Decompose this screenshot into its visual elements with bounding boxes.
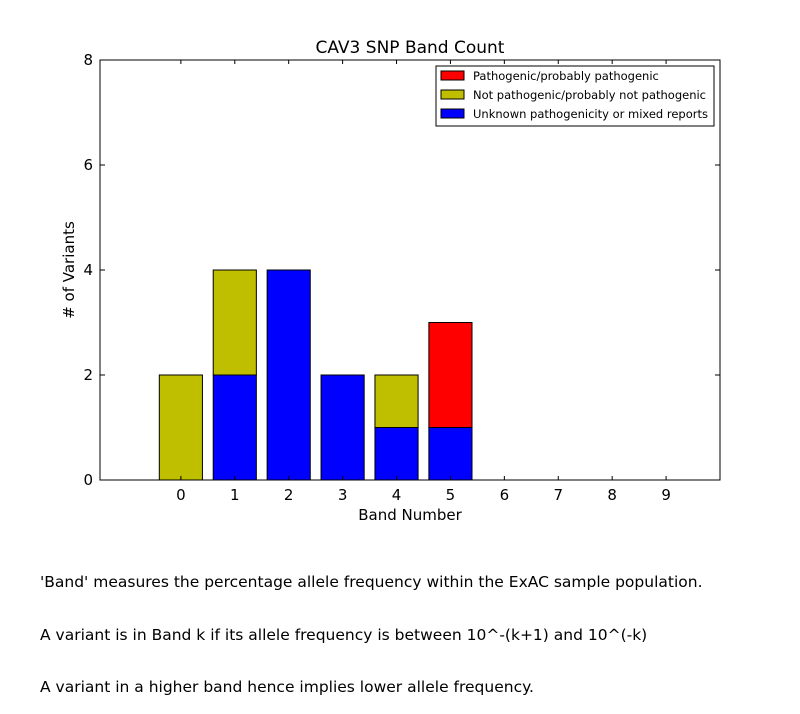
bar-band-2-series-0	[266, 269, 311, 481]
x-tick-label: 7	[553, 486, 563, 504]
y-axis-label: # of Variants	[60, 221, 78, 319]
bar-band-0-series-1	[158, 374, 203, 481]
y-tick-label: 4	[83, 261, 93, 279]
x-tick-label: 3	[338, 486, 348, 504]
y-tick-label: 6	[83, 156, 93, 174]
x-axis-label: Band Number	[358, 506, 462, 524]
chart-caption: 'Band' measures the percentage allele fr…	[40, 539, 703, 714]
legend-swatch	[440, 70, 465, 81]
caption-line-3: A variant in a higher band hence implies…	[40, 678, 534, 696]
x-tick-label: 1	[230, 486, 240, 504]
caption-line-1: 'Band' measures the percentage allele fr…	[40, 573, 703, 591]
legend-swatch	[440, 89, 465, 100]
bar-band-3-series-0	[320, 374, 365, 481]
y-tick-label: 0	[83, 471, 93, 489]
x-tick-label: 4	[392, 486, 402, 504]
x-tick-label: 5	[446, 486, 456, 504]
legend-swatch	[440, 108, 465, 119]
legend-label: Not pathogenic/probably not pathogenic	[473, 88, 706, 102]
legend-label: Unknown pathogenicity or mixed reports	[473, 107, 708, 121]
bar-band-4-series-1	[374, 374, 419, 428]
band-count-chart: 0 1 2 3 4 5 6 7 8 9 0 2 4 6 8 CAV3 SNP Band Count Band…	[60, 38, 721, 524]
chart-title: CAV3 SNP Band Count	[316, 38, 505, 58]
legend-box	[435, 65, 715, 127]
x-tick-label: 6	[500, 486, 510, 504]
bar-band-4-series-0	[374, 427, 419, 481]
caption-line-2: A variant is in Band k if its allele fre…	[40, 625, 648, 644]
y-tick-label: 8	[83, 51, 93, 69]
x-tick-label: 0	[176, 486, 186, 504]
x-tick-label: 9	[661, 486, 671, 504]
bar-band-1-series-1	[212, 269, 257, 376]
x-tick-label: 8	[607, 486, 617, 504]
legend: Pathogenic/probably pathogenic Not pathog…	[435, 65, 715, 127]
x-tick-label: 2	[284, 486, 294, 504]
y-tick-label: 2	[83, 366, 93, 384]
bar-band-1-series-0	[212, 374, 257, 481]
bar-band-5-series-2	[428, 322, 473, 428]
legend-label: Pathogenic/probably pathogenic	[473, 69, 659, 83]
bar-band-5-series-0	[428, 427, 473, 481]
